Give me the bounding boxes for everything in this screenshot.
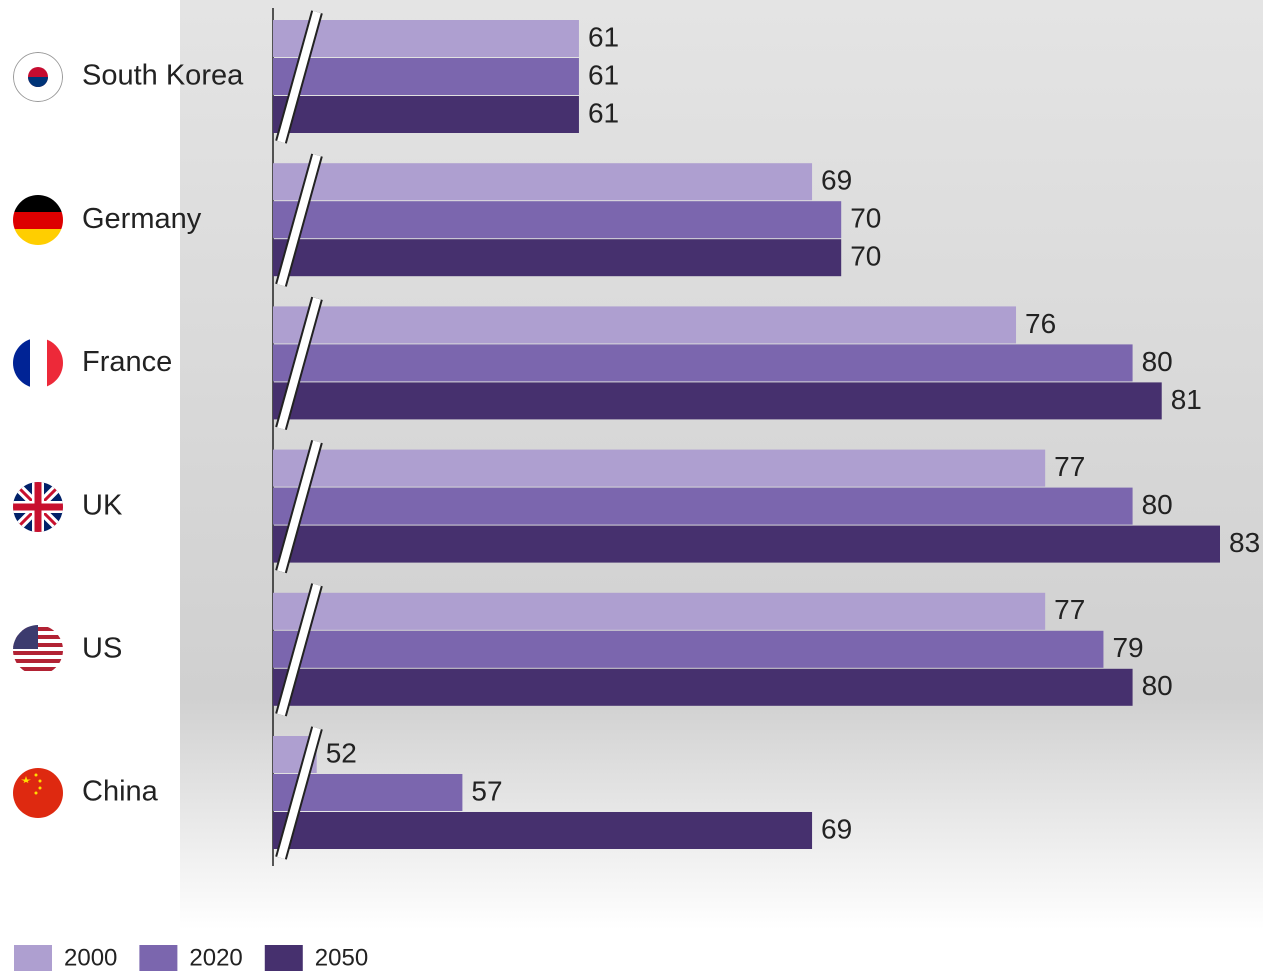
bar [273, 630, 1104, 668]
legend-swatch [14, 945, 52, 971]
value-label: 69 [821, 165, 852, 196]
category-label: South Korea [82, 60, 244, 92]
axis-break [277, 440, 321, 573]
flag-france [13, 338, 63, 388]
value-label: 83 [1229, 527, 1260, 558]
bar [273, 592, 1046, 630]
axis-break [277, 10, 321, 144]
axis-break [277, 154, 321, 287]
value-label: 80 [1142, 670, 1173, 701]
category-label: France [82, 346, 172, 378]
value-label: 80 [1142, 346, 1173, 377]
bar [273, 344, 1133, 382]
bar [273, 306, 1017, 344]
flags [13, 52, 63, 818]
value-label: 61 [588, 97, 619, 128]
category-label: US [82, 632, 122, 664]
flag-china [13, 768, 63, 818]
legend-label: 2050 [315, 944, 368, 971]
bar [273, 58, 579, 95]
bar [273, 525, 1220, 563]
flag-korea [13, 52, 63, 102]
bar [273, 201, 842, 239]
bar [273, 382, 1162, 420]
value-label: 79 [1112, 632, 1143, 663]
bar [273, 239, 842, 277]
axis-break [277, 297, 321, 430]
value-label: 80 [1142, 489, 1173, 520]
value-label: 52 [326, 737, 357, 768]
bar [273, 449, 1046, 487]
axis-break [277, 726, 321, 860]
value-label: 77 [1054, 594, 1085, 625]
bar [273, 668, 1133, 706]
category-label: UK [82, 489, 123, 521]
legend-swatch [139, 945, 178, 971]
bar [273, 96, 579, 133]
value-label: 81 [1171, 384, 1202, 415]
bar [273, 812, 813, 849]
value-label: 61 [588, 59, 619, 90]
bar [273, 163, 813, 201]
value-label: 76 [1025, 308, 1056, 339]
value-label: 69 [821, 813, 852, 844]
bar [273, 487, 1133, 525]
value-label: 70 [850, 203, 881, 234]
value-label: 70 [850, 241, 881, 272]
axis-break [277, 583, 321, 716]
value-label: 61 [588, 21, 619, 52]
legend-swatch [264, 945, 303, 971]
category-label: Germany [82, 203, 202, 235]
flag-uk [13, 482, 63, 532]
value-label: 57 [471, 775, 502, 806]
value-label: 77 [1054, 451, 1085, 482]
legend-label: 2000 [64, 944, 117, 971]
bar [273, 20, 579, 57]
legend-label: 2020 [189, 944, 242, 971]
flag-germany [13, 195, 63, 245]
flag-us [13, 625, 63, 675]
category-label: China [82, 776, 159, 808]
